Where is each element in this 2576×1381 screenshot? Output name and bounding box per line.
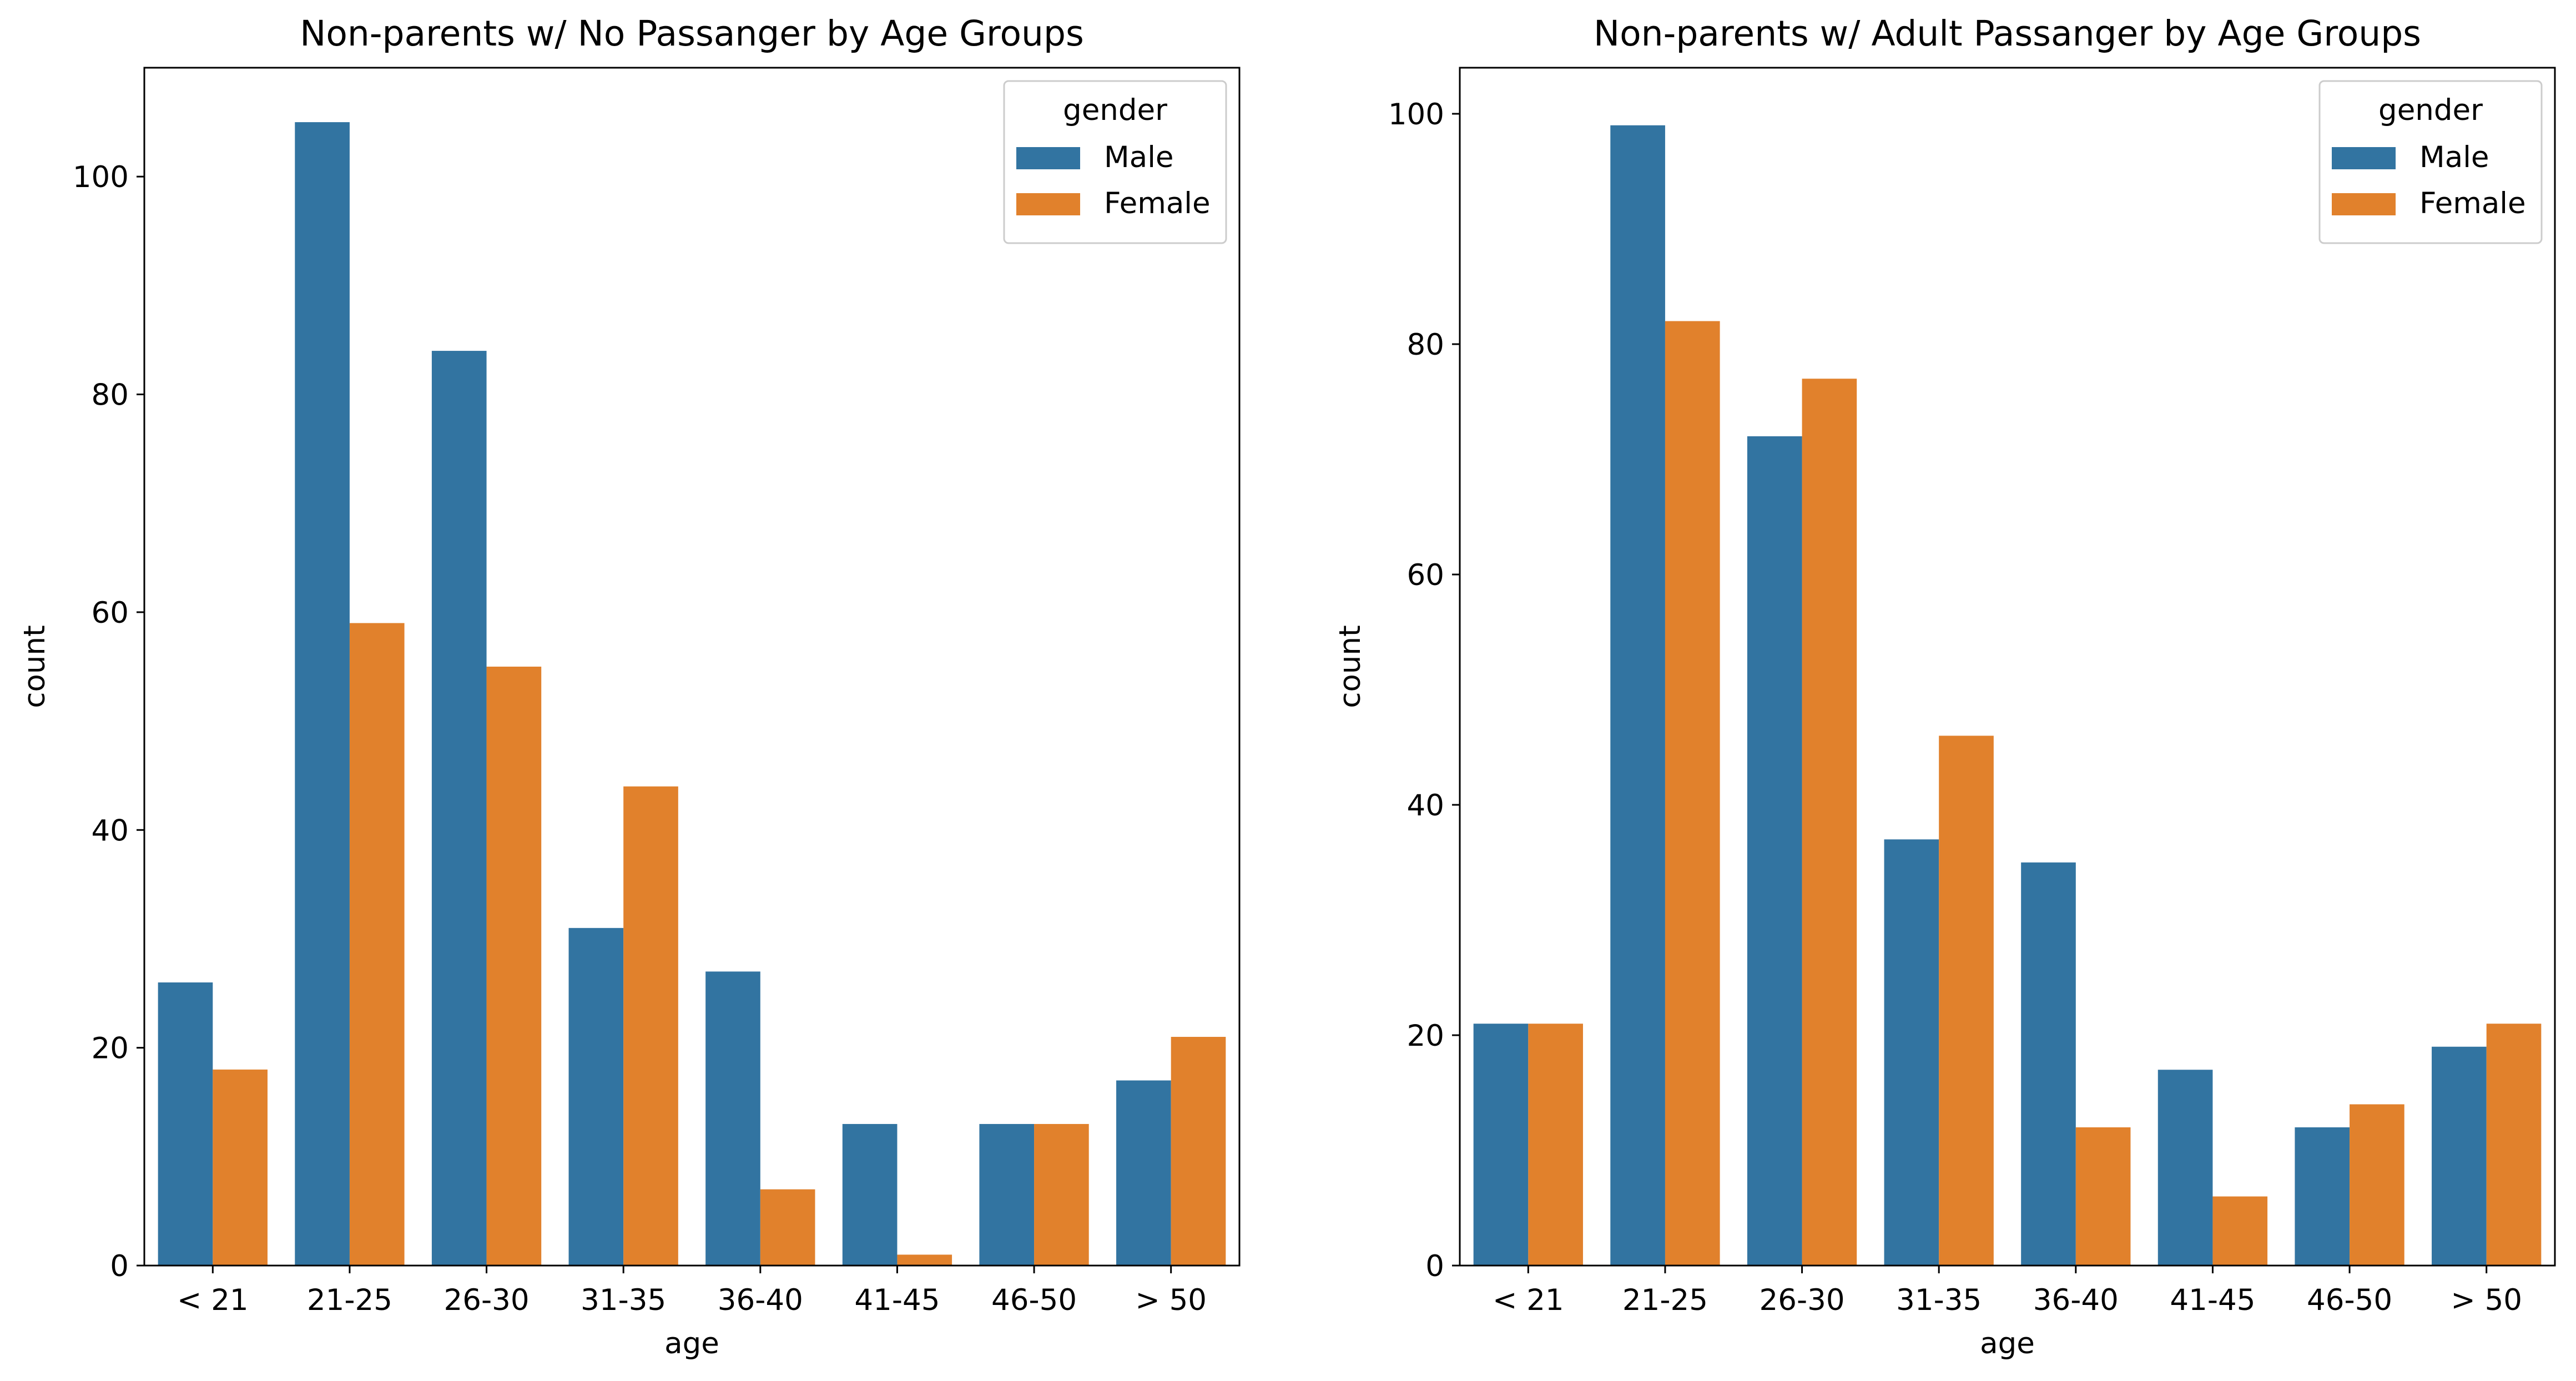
x-tick-label: 41-45 bbox=[2170, 1283, 2255, 1317]
y-axis-label: count bbox=[18, 625, 52, 708]
bar-male-5 bbox=[2021, 862, 2076, 1266]
x-tick-label: 31-35 bbox=[581, 1283, 666, 1317]
x-tick-label: > 50 bbox=[1135, 1283, 1207, 1317]
x-tick-label: 21-25 bbox=[307, 1283, 392, 1317]
x-tick-label: 46-50 bbox=[2307, 1283, 2392, 1317]
bar-female-3 bbox=[1802, 379, 1857, 1266]
bar-male-6 bbox=[2157, 1070, 2213, 1266]
bar-female-7 bbox=[2350, 1104, 2404, 1266]
x-tick-label: < 21 bbox=[1493, 1283, 1564, 1317]
legend-title: gender bbox=[1063, 93, 1167, 127]
x-tick-label: 36-40 bbox=[2033, 1283, 2119, 1317]
bar-male-3 bbox=[431, 351, 487, 1266]
axes-frame bbox=[143, 67, 1241, 1267]
y-tick-label: 20 bbox=[1407, 1019, 1444, 1053]
y-tick-label: 0 bbox=[1425, 1249, 1444, 1283]
bar-male-4 bbox=[568, 928, 624, 1266]
x-tick-label: 36-40 bbox=[718, 1283, 803, 1317]
bar-female-6 bbox=[897, 1254, 952, 1266]
bar-female-2 bbox=[1665, 321, 1720, 1266]
bar-male-1 bbox=[158, 982, 213, 1266]
bar-female-5 bbox=[760, 1189, 815, 1266]
bar-male-4 bbox=[1884, 839, 1939, 1266]
bar-female-3 bbox=[486, 667, 542, 1266]
chart-panel-1: Non-parents w/ No Passanger by Age Group… bbox=[18, 13, 1241, 1360]
x-axis-label: age bbox=[664, 1327, 719, 1360]
y-tick-label: 60 bbox=[1407, 558, 1444, 592]
x-tick-label: 26-30 bbox=[1760, 1283, 1845, 1317]
y-tick-label: 0 bbox=[110, 1249, 129, 1283]
y-tick-label: 100 bbox=[1388, 98, 1444, 132]
bar-male-6 bbox=[842, 1123, 898, 1266]
legend-label-male: Male bbox=[2419, 140, 2489, 174]
legend: gender Male Female bbox=[1003, 80, 1227, 244]
legend-label-female: Female bbox=[1104, 187, 1211, 220]
legend-swatch-male bbox=[2332, 147, 2396, 169]
bar-male-7 bbox=[979, 1123, 1035, 1266]
bar-female-7 bbox=[1034, 1123, 1089, 1266]
x-tick-label: 46-50 bbox=[991, 1283, 1077, 1317]
legend-swatch-female bbox=[1016, 193, 1080, 215]
bar-female-5 bbox=[2075, 1127, 2131, 1266]
y-tick-label: 100 bbox=[73, 160, 129, 194]
y-axis-label: count bbox=[1333, 625, 1367, 708]
y-tick-label: 20 bbox=[92, 1032, 129, 1066]
legend-label-male: Male bbox=[1104, 140, 1174, 174]
legend-swatch-female bbox=[2332, 193, 2396, 215]
bar-female-1 bbox=[213, 1069, 268, 1266]
legend: gender Male Female bbox=[2318, 80, 2543, 244]
axes-frame bbox=[1459, 67, 2556, 1267]
x-axis-label: age bbox=[1980, 1327, 2035, 1360]
bar-female-1 bbox=[1528, 1024, 1583, 1266]
legend-swatch-male bbox=[1016, 147, 1080, 169]
y-tick-label: 60 bbox=[92, 596, 129, 630]
legend-label-female: Female bbox=[2419, 187, 2526, 220]
bar-male-2 bbox=[295, 122, 350, 1266]
y-tick-label: 40 bbox=[92, 814, 129, 848]
bar-female-6 bbox=[2212, 1196, 2268, 1266]
chart-title: Non-parents w/ No Passanger by Age Group… bbox=[300, 13, 1084, 54]
bar-male-3 bbox=[1747, 436, 1802, 1266]
x-tick-label: 31-35 bbox=[1896, 1283, 1982, 1317]
x-tick-label: 41-45 bbox=[854, 1283, 940, 1317]
bar-male-8 bbox=[2432, 1046, 2487, 1266]
bar-female-4 bbox=[1939, 735, 1994, 1266]
y-tick-label: 80 bbox=[1407, 328, 1444, 362]
bar-female-8 bbox=[2486, 1024, 2542, 1266]
bar-male-5 bbox=[705, 971, 760, 1266]
legend-title: gender bbox=[2378, 93, 2483, 127]
x-tick-label: 26-30 bbox=[444, 1283, 530, 1317]
bar-female-2 bbox=[349, 623, 405, 1266]
chart-panel-2: Non-parents w/ Adult Passanger by Age Gr… bbox=[1333, 13, 2556, 1360]
x-tick-label: 21-25 bbox=[1622, 1283, 1708, 1317]
x-tick-label: > 50 bbox=[2451, 1283, 2522, 1317]
y-tick-label: 40 bbox=[1407, 789, 1444, 823]
chart-title: Non-parents w/ Adult Passanger by Age Gr… bbox=[1594, 13, 2421, 54]
y-tick-label: 80 bbox=[92, 379, 129, 412]
x-tick-label: < 21 bbox=[177, 1283, 249, 1317]
bar-female-8 bbox=[1171, 1037, 1226, 1266]
bar-male-7 bbox=[2295, 1127, 2350, 1266]
bar-male-2 bbox=[1610, 125, 1665, 1266]
bar-male-8 bbox=[1116, 1080, 1171, 1266]
bar-female-4 bbox=[623, 786, 678, 1266]
bar-male-1 bbox=[1473, 1024, 1529, 1266]
